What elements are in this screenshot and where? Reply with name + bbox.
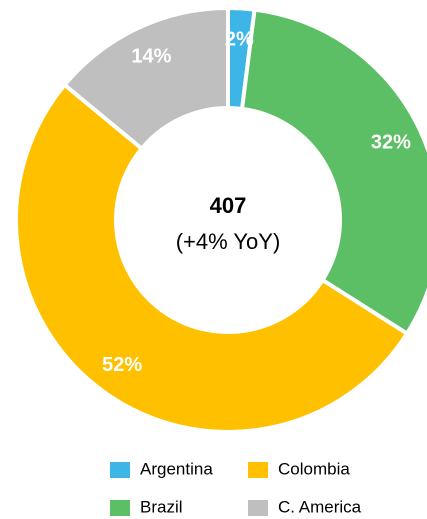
legend-swatch [110, 500, 130, 516]
donut-segment [14, 82, 410, 434]
legend-label: Brazil [140, 497, 183, 516]
center-value: 407 [210, 193, 247, 218]
legend-swatch [248, 462, 268, 478]
legend-label: Colombia [278, 459, 350, 478]
data-label: 52% [102, 354, 142, 376]
donut-segment [239, 7, 427, 337]
donut-segment [61, 5, 230, 152]
data-label: 2% [225, 29, 254, 51]
legend-swatch [248, 500, 268, 516]
data-label: 32% [371, 132, 411, 154]
legend-label: Argentina [140, 459, 213, 478]
legend-label: C. America [278, 497, 362, 516]
legend-swatch [110, 462, 130, 478]
center-subtitle: (+4% YoY) [176, 229, 281, 254]
data-label: 14% [131, 45, 171, 67]
